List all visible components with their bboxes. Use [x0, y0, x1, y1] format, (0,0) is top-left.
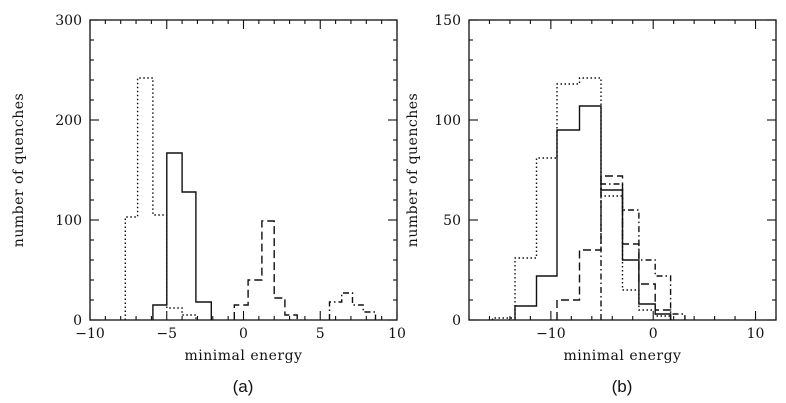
panel-a-xtick-label: 5	[316, 326, 325, 342]
panel-a-series-solid	[152, 152, 212, 320]
panel-a-xtick-label: 10	[388, 326, 406, 342]
panel-a-series-dashed	[233, 220, 298, 320]
panel-b: minimal energy number of quenches (b) −1…	[405, 13, 777, 396]
panel-a-series-dotted	[124, 77, 197, 320]
panel-a-ytick-label: 300	[55, 13, 82, 29]
panel-a: minimal energy number of quenches (a) −1…	[11, 13, 406, 396]
panel-a-ylabel: number of quenches	[11, 93, 27, 247]
panel-b-ytick-label: 0	[452, 313, 461, 329]
panel-b-ytick-label: 50	[443, 213, 461, 229]
panel-b-series-dashed	[556, 175, 672, 320]
panel-b-series-dash-dot	[600, 183, 686, 320]
panel-b-ytick-label: 150	[434, 13, 461, 29]
panel-b-series-dotted	[491, 77, 672, 320]
panel-a-xtick-label: 0	[239, 326, 248, 342]
panel-a-series-dash-dot	[328, 292, 377, 320]
panel-b-ytick-label: 100	[434, 113, 461, 129]
panel-b-frame	[468, 19, 777, 321]
panel-a-label: (a)	[233, 377, 254, 396]
panel-b-xtick-label: 10	[747, 326, 765, 342]
panel-b-series	[491, 77, 686, 320]
panel-a-ytick-label: 200	[55, 113, 82, 129]
panel-b-label: (b)	[612, 377, 633, 396]
panel-a-xtick-label: −10	[75, 326, 105, 342]
panel-b-ylabel: number of quenches	[405, 93, 421, 247]
panel-a-xlabel: minimal energy	[185, 348, 303, 364]
panel-a-frame	[89, 19, 398, 321]
panel-a-ytick-label: 0	[73, 313, 82, 329]
panel-b-xtick-label: 0	[649, 326, 658, 342]
panel-a-ytick-label: 100	[55, 213, 82, 229]
panel-b-xlabel: minimal energy	[564, 348, 682, 364]
panel-b-series-solid	[514, 105, 672, 320]
panel-b-xtick-label: −10	[536, 326, 566, 342]
panel-a-series	[124, 77, 377, 320]
panel-a-xtick-label: −5	[156, 326, 177, 342]
